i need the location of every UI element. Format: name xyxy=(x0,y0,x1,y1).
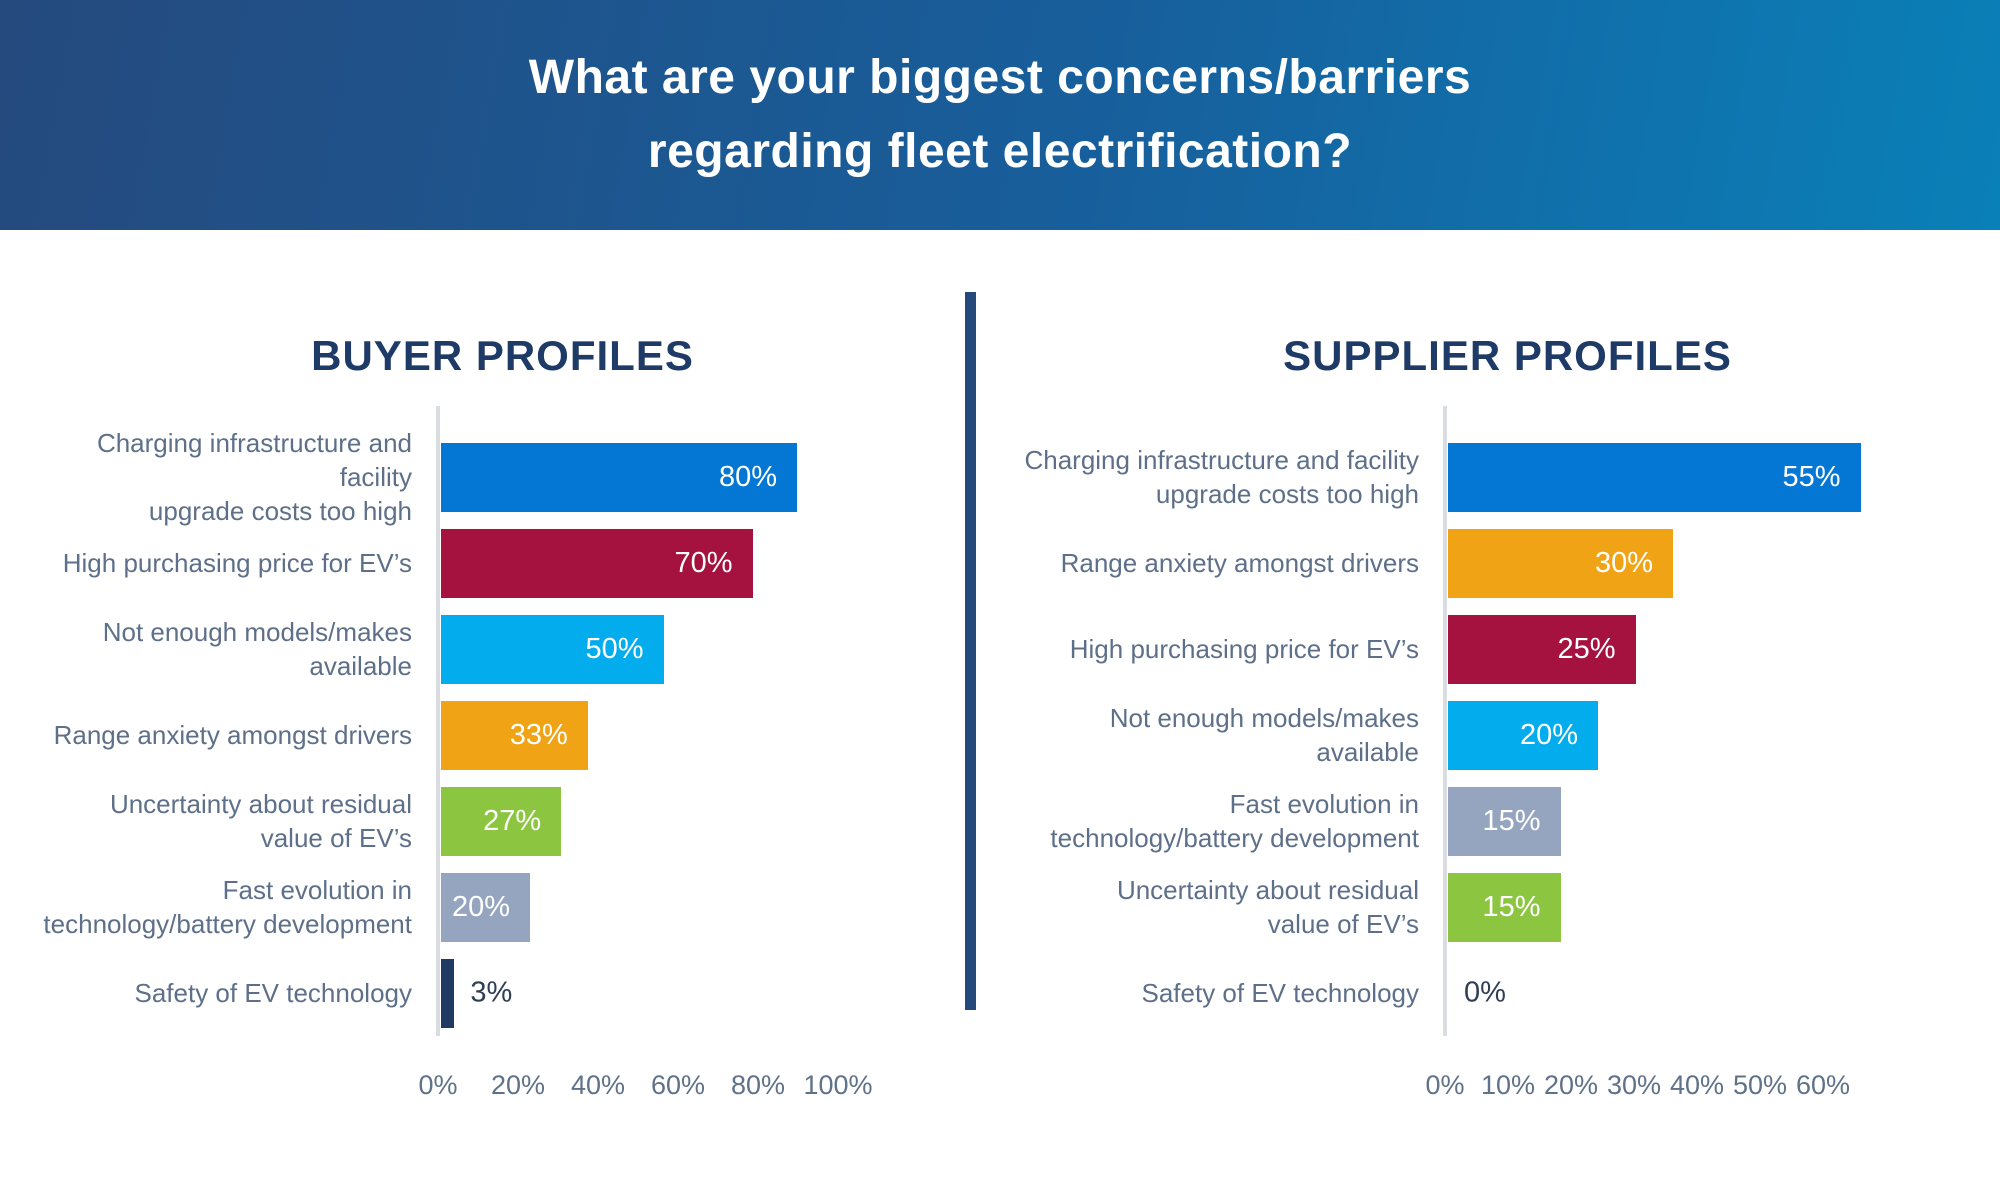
x-tick-label: 20% xyxy=(1543,1070,1599,1100)
x-tick-label: 40% xyxy=(570,1070,626,1100)
category-label: Charging infrastructure and facility upgr… xyxy=(96,427,412,527)
bar-value-label: 20% xyxy=(1519,718,1578,751)
category-label: Fast evolution in technology/battery deve… xyxy=(43,874,412,939)
category-label: High purchasing price for EV’s xyxy=(62,547,412,578)
bar-zone: 0% xyxy=(1448,950,2000,1036)
category-label: Fast evolution in technology/battery deve… xyxy=(1050,788,1419,853)
bar-row: Charging infrastructure and facility upgr… xyxy=(32,428,965,526)
supplier-profiles-panel: SUPPLIER PROFILES Charging infrastructur… xyxy=(965,230,2000,1200)
category-label: Uncertainty about residual value of EV’s xyxy=(109,788,412,853)
bar-zone: 55% xyxy=(1448,434,2000,520)
bar: 30% xyxy=(1448,528,1673,598)
bar-row: Not enough models/makes available 50% xyxy=(32,606,965,692)
bar: 20% xyxy=(441,872,530,942)
category-label: High purchasing price for EV’s xyxy=(1069,633,1419,664)
bar-value-label: 3% xyxy=(470,976,513,1009)
bar-value-label: 25% xyxy=(1557,632,1616,665)
bar: 55% xyxy=(1448,442,1861,512)
bar-value-label: 15% xyxy=(1482,890,1541,923)
bar-row: Uncertainty about residual value of EV’s 1… xyxy=(993,864,2000,950)
bar xyxy=(441,958,455,1028)
bar-row: Range anxiety amongst drivers 33% xyxy=(32,692,965,778)
bar-zone: 27% xyxy=(441,778,965,864)
x-tick-label: 40% xyxy=(1669,1070,1725,1100)
bar: 25% xyxy=(1448,614,1636,684)
bar-row: Safety of EV technology 0% xyxy=(993,950,2000,1036)
panel-divider xyxy=(965,292,976,1010)
x-tick-label: 30% xyxy=(1606,1070,1662,1100)
bar-row: High purchasing price for EV’s 25% xyxy=(993,606,2000,692)
bar: 80% xyxy=(441,442,797,512)
x-tick-label: 0% xyxy=(1425,1070,1465,1100)
bar: 50% xyxy=(441,614,664,684)
bar-zone: 33% xyxy=(441,692,965,778)
bar-zone: 25% xyxy=(1448,606,2000,692)
x-tick-label: 10% xyxy=(1480,1070,1536,1100)
bar-value-label: 80% xyxy=(718,460,777,493)
chart-rows: Charging infrastructure and facility upgr… xyxy=(32,428,965,1036)
bar: 70% xyxy=(441,528,753,598)
buyer-chart-body: Charging infrastructure and facility upgr… xyxy=(32,406,965,1036)
bar-row: Uncertainty about residual value of EV’s 2… xyxy=(32,778,965,864)
category-label: Safety of EV technology xyxy=(134,977,412,1008)
bar-zone: 20% xyxy=(1448,692,2000,778)
buyer-y-axis-line xyxy=(436,406,440,1036)
supplier-chart-body: Charging infrastructure and facility upgr… xyxy=(993,406,2000,1036)
x-tick-label: 60% xyxy=(1795,1070,1851,1100)
bar-zone: 30% xyxy=(1448,520,2000,606)
bar-value-label: 0% xyxy=(1464,976,1506,1009)
supplier-y-axis-line xyxy=(1443,406,1447,1036)
bar: 20% xyxy=(1448,700,1598,770)
bar: 33% xyxy=(441,700,588,770)
category-label: Not enough models/makes available xyxy=(1109,702,1419,767)
page-title-line-1: What are your biggest concerns/barriers xyxy=(528,50,1472,104)
bar-zone: 70% xyxy=(441,520,965,606)
bar-zone: 20% xyxy=(441,864,965,950)
bar-value-label: 20% xyxy=(451,890,510,923)
bar-value-label: 50% xyxy=(585,632,644,665)
x-tick-label: 80% xyxy=(730,1070,786,1100)
bar-zone: 15% xyxy=(1448,778,2000,864)
bar: 15% xyxy=(1448,872,1561,942)
x-tick-label: 50% xyxy=(1732,1070,1788,1100)
bar: 15% xyxy=(1448,786,1561,856)
bar-row: Safety of EV technology 3% xyxy=(32,950,965,1036)
x-tick-label: 100% xyxy=(803,1070,873,1100)
bar-value-label: 70% xyxy=(674,546,733,579)
x-tick-label: 20% xyxy=(490,1070,546,1100)
bar-row: Fast evolution in technology/battery deve… xyxy=(993,778,2000,864)
category-label: Safety of EV technology xyxy=(1141,977,1419,1008)
bar-value-label: 33% xyxy=(509,718,568,751)
bar-row: Range anxiety amongst drivers 30% xyxy=(993,520,2000,606)
x-axis-ticks: 0% 20% 40% 60% 80% 100% xyxy=(418,1070,965,1110)
buyer-profiles-panel: BUYER PROFILES Charging infrastructure a… xyxy=(0,230,965,1200)
bar-row: Not enough models/makes available 20% xyxy=(993,692,2000,778)
chart-rows: Charging infrastructure and facility upgr… xyxy=(993,434,2000,1036)
bar-zone: 50% xyxy=(441,606,965,692)
category-label: Range anxiety amongst drivers xyxy=(53,719,412,750)
category-label: Not enough models/makes available xyxy=(102,616,412,681)
bar-row: Charging infrastructure and facility upgr… xyxy=(993,434,2000,520)
x-tick-label: 0% xyxy=(418,1070,458,1100)
bar-zone: 80% xyxy=(441,434,965,520)
page-title-line-2: regarding fleet electrification? xyxy=(647,125,1353,178)
header-banner: What are your biggest concerns/barriers … xyxy=(0,0,2000,230)
charts-area: BUYER PROFILES Charging infrastructure a… xyxy=(0,230,2000,1200)
x-axis-ticks: 0% 10% 20% 30% 40% 50% 60% xyxy=(1425,1070,2000,1110)
bar-zone: 3% xyxy=(441,950,965,1036)
bar-value-label: 30% xyxy=(1594,546,1653,579)
bar-row: High purchasing price for EV’s 70% xyxy=(32,520,965,606)
bar-value-label: 27% xyxy=(483,804,542,837)
bar: 27% xyxy=(441,786,562,856)
bar-value-label: 15% xyxy=(1482,804,1541,837)
category-label: Uncertainty about residual value of EV’s xyxy=(1116,874,1419,939)
supplier-profiles-title: SUPPLIER PROFILES xyxy=(1283,332,1732,379)
bar-zone: 15% xyxy=(1448,864,2000,950)
category-label: Charging infrastructure and facility upgr… xyxy=(1024,444,1419,509)
category-label: Range anxiety amongst drivers xyxy=(1060,547,1419,578)
x-tick-label: 60% xyxy=(650,1070,706,1100)
buyer-profiles-title: BUYER PROFILES xyxy=(311,332,694,379)
bar-value-label: 55% xyxy=(1782,460,1841,493)
bar-row: Fast evolution in technology/battery deve… xyxy=(32,864,965,950)
